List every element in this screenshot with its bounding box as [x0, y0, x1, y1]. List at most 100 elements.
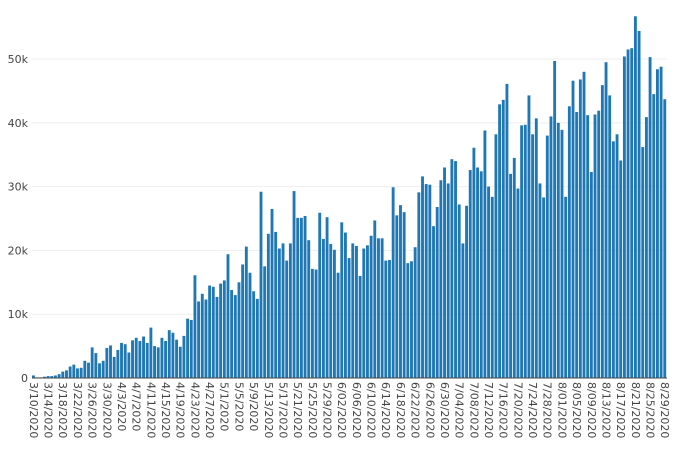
bar [384, 260, 388, 378]
bar [65, 370, 68, 378]
bar [123, 344, 127, 378]
bar [255, 298, 259, 378]
x-tick-label: 7/12/2020 [482, 382, 495, 438]
bar [472, 147, 476, 378]
bar [318, 212, 322, 378]
bar [366, 245, 369, 378]
y-tick-label: 10k [8, 308, 29, 321]
bar [277, 248, 281, 378]
bar [487, 186, 491, 378]
bar [556, 122, 560, 378]
bar [325, 217, 329, 378]
bar [142, 336, 145, 378]
bar [516, 188, 520, 378]
bar [457, 204, 461, 378]
bar [644, 117, 648, 378]
x-tick-label: 8/21/2020 [629, 382, 642, 438]
bar [421, 176, 424, 378]
bar [560, 129, 564, 378]
bar [663, 99, 667, 378]
x-tick-label: 8/13/2020 [599, 382, 612, 438]
bar [189, 319, 193, 378]
bar [575, 111, 579, 378]
bar [413, 247, 417, 378]
bar [208, 285, 212, 378]
x-tick-label: 6/26/2020 [423, 382, 436, 438]
bar [443, 167, 446, 378]
bar [468, 170, 472, 378]
bar [428, 184, 432, 378]
bar [586, 115, 590, 379]
x-tick-label: 5/25/2020 [306, 382, 319, 438]
x-tick-label: 7/08/2020 [467, 382, 480, 438]
x-tick-label: 8/17/2020 [614, 382, 627, 438]
bar [600, 85, 604, 378]
bar [175, 339, 179, 378]
bar [637, 30, 641, 378]
x-tick-label: 4/23/2020 [188, 382, 201, 438]
bar [351, 243, 355, 378]
bar [178, 346, 182, 378]
bar [296, 217, 300, 378]
bar [43, 376, 46, 378]
bar [274, 231, 278, 378]
bar [553, 60, 557, 378]
bar [626, 49, 630, 378]
bar [131, 340, 134, 378]
bar [237, 282, 241, 378]
bar [648, 57, 652, 379]
bar [604, 62, 608, 378]
bar [567, 106, 571, 379]
x-tick-label: 4/11/2020 [144, 382, 157, 438]
x-tick-label: 8/05/2020 [570, 382, 583, 438]
bar [222, 280, 226, 378]
y-tick-label: 40k [8, 117, 29, 130]
bar [285, 260, 289, 378]
bar [465, 205, 468, 378]
x-tick-label: 5/29/2020 [320, 382, 333, 438]
bar [615, 134, 619, 378]
x-tick-label: 3/22/2020 [71, 382, 84, 438]
bar [281, 243, 285, 378]
bar [369, 235, 373, 378]
bar [611, 141, 615, 378]
bar [523, 124, 527, 379]
x-tick-label: 7/24/2020 [526, 382, 539, 438]
bar [622, 56, 626, 378]
bar [406, 263, 410, 378]
bar [461, 243, 465, 378]
bar [72, 364, 76, 378]
bar [655, 69, 659, 379]
bar [549, 116, 553, 378]
x-tick-label: 8/25/2020 [643, 382, 656, 438]
bar [57, 374, 61, 378]
bar [197, 301, 201, 378]
bar [182, 335, 186, 378]
bar [120, 342, 123, 378]
bar [424, 184, 428, 378]
bar [571, 80, 575, 378]
bar [450, 159, 454, 378]
bar [46, 376, 50, 378]
bar [380, 238, 384, 378]
bar [230, 289, 234, 378]
bar [498, 104, 502, 378]
x-tick-label: 6/02/2020 [335, 382, 348, 438]
x-tick-label: 4/3/2020 [115, 382, 128, 431]
x-tick-labels: 3/10/2020 3/14/2020 3/18/2020 3/22/2020 3/26… [27, 382, 671, 438]
bar [633, 16, 637, 378]
bar [377, 238, 380, 378]
bar [578, 79, 582, 378]
bar [340, 222, 344, 378]
bar [138, 341, 142, 378]
bar [512, 157, 516, 378]
bar [619, 160, 623, 378]
x-tick-label: 3/14/2020 [42, 382, 55, 438]
bar [83, 360, 87, 378]
bar [505, 83, 509, 378]
bars [32, 16, 667, 379]
bar [435, 207, 439, 378]
bar [652, 94, 656, 379]
x-tick-label: 4/15/2020 [159, 382, 172, 438]
